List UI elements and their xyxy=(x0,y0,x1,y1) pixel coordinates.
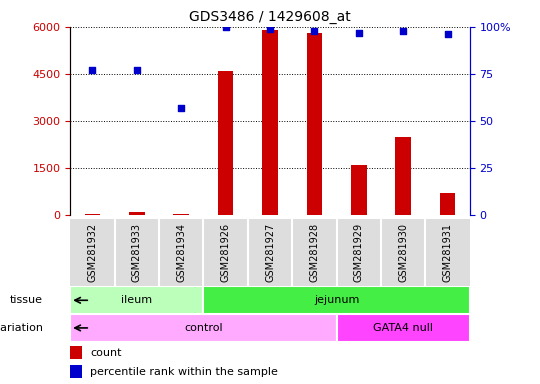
Text: GSM281926: GSM281926 xyxy=(221,223,231,282)
Text: GSM281929: GSM281929 xyxy=(354,223,364,282)
Text: GSM281932: GSM281932 xyxy=(87,223,97,282)
Point xyxy=(88,67,97,73)
Point xyxy=(177,105,186,111)
Text: GSM281931: GSM281931 xyxy=(443,223,453,282)
Bar xyxy=(70,365,82,378)
Text: tissue: tissue xyxy=(10,295,43,305)
Text: jejunum: jejunum xyxy=(314,295,359,305)
Text: GATA4 null: GATA4 null xyxy=(373,323,433,333)
Bar xyxy=(336,314,470,342)
Point xyxy=(221,24,230,30)
Point xyxy=(266,26,274,32)
Bar xyxy=(307,33,322,215)
Bar xyxy=(70,286,204,314)
Text: ileum: ileum xyxy=(122,295,152,305)
Bar xyxy=(204,286,470,314)
Title: GDS3486 / 1429608_at: GDS3486 / 1429608_at xyxy=(189,10,351,25)
Bar xyxy=(70,346,82,359)
Point xyxy=(132,67,141,73)
Bar xyxy=(440,194,455,215)
Bar xyxy=(129,212,145,215)
Text: percentile rank within the sample: percentile rank within the sample xyxy=(90,367,278,377)
Point xyxy=(310,28,319,34)
Text: GSM281927: GSM281927 xyxy=(265,223,275,283)
Bar xyxy=(85,214,100,215)
Point xyxy=(354,30,363,36)
Point xyxy=(399,28,408,34)
Bar xyxy=(218,71,233,215)
Bar xyxy=(395,137,411,215)
Text: control: control xyxy=(184,323,222,333)
Bar xyxy=(173,214,189,215)
Text: GSM281934: GSM281934 xyxy=(176,223,186,282)
Text: GSM281933: GSM281933 xyxy=(132,223,142,282)
Text: genotype/variation: genotype/variation xyxy=(0,323,43,333)
Text: count: count xyxy=(90,348,122,358)
Bar xyxy=(351,165,367,215)
Point xyxy=(443,31,452,38)
Text: GSM281928: GSM281928 xyxy=(309,223,319,282)
Bar xyxy=(262,30,278,215)
Text: GSM281930: GSM281930 xyxy=(398,223,408,282)
Bar xyxy=(70,314,336,342)
